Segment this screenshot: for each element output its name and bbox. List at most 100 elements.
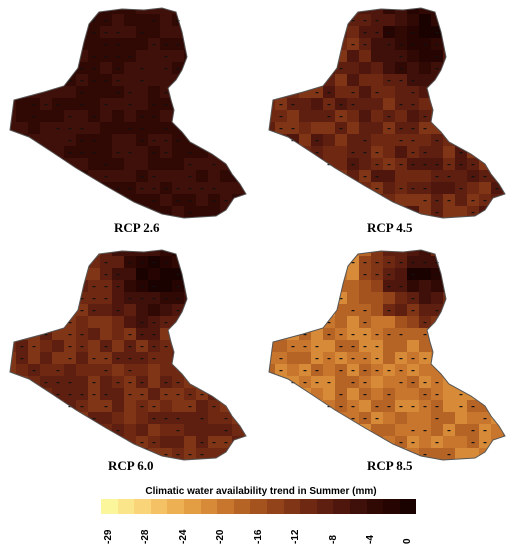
significance-dot <box>80 310 84 312</box>
significance-dot <box>68 152 72 154</box>
significance-dot <box>224 442 228 444</box>
grid-cell <box>347 280 359 292</box>
grid-cell <box>491 206 503 218</box>
significance-dot <box>435 56 439 58</box>
significance-dot <box>351 310 355 312</box>
grid-cell <box>479 218 491 230</box>
grid-cell <box>383 182 395 194</box>
significance-dot <box>339 406 343 408</box>
grid-cell <box>64 256 76 268</box>
grid-cell <box>196 400 208 412</box>
grid-cell <box>347 388 359 400</box>
grid-cell <box>503 316 505 328</box>
grid-cell <box>232 14 244 26</box>
legend-tick-label: -12 <box>290 529 302 544</box>
grid-cell <box>184 424 196 436</box>
grid-cell <box>395 340 407 352</box>
grid-cell <box>124 110 136 122</box>
grid-cell <box>52 170 64 182</box>
grid-cell <box>299 86 311 98</box>
grid-cell <box>76 14 88 26</box>
grid-cell <box>100 146 112 158</box>
significance-dot <box>411 128 415 130</box>
grid-cell <box>208 250 220 256</box>
grid-cell <box>395 292 407 304</box>
grid-cell <box>503 460 515 472</box>
grid-cell <box>184 98 196 110</box>
grid-cell <box>232 316 244 328</box>
grid-cell <box>275 256 287 268</box>
grid-cell <box>371 110 383 122</box>
grid-cell <box>419 134 431 146</box>
grid-cell <box>244 62 246 74</box>
significance-dot <box>128 128 132 130</box>
grid-cell <box>395 268 407 280</box>
grid-cell <box>232 218 244 230</box>
grid-cell <box>455 98 467 110</box>
grid-cell <box>491 194 503 206</box>
grid-cell <box>112 328 124 340</box>
significance-dot <box>375 346 379 348</box>
significance-dot <box>80 92 84 94</box>
grid-cell <box>232 26 244 38</box>
significance-dot <box>128 298 132 300</box>
significance-dot <box>188 152 192 154</box>
grid-cell <box>299 412 311 424</box>
significance-dot <box>351 382 355 384</box>
grid-cell <box>160 400 172 412</box>
significance-dot <box>375 274 379 276</box>
grid-cell <box>419 218 431 230</box>
significance-dot <box>279 370 283 372</box>
significance-dot <box>92 298 96 300</box>
grid-cell <box>40 26 52 38</box>
grid-cell <box>455 460 467 472</box>
grid-cell <box>52 412 64 424</box>
grid-cell <box>40 400 52 412</box>
map-rcp85 <box>268 249 515 472</box>
significance-dot <box>447 430 451 432</box>
significance-dot <box>471 212 475 214</box>
grid-cell <box>479 182 491 194</box>
grid-cell <box>455 134 467 146</box>
grid-cell <box>172 8 184 14</box>
significance-dot <box>140 298 144 300</box>
grid-cell <box>371 292 383 304</box>
significance-dot <box>363 346 367 348</box>
country-border <box>268 249 506 461</box>
grid-cell <box>76 158 88 170</box>
grid-cell <box>52 448 64 460</box>
significance-dot <box>363 44 367 46</box>
significance-dot <box>176 298 180 300</box>
grid-cell <box>220 50 232 62</box>
significance-dot <box>411 382 415 384</box>
grid-cell <box>160 364 172 376</box>
grid-cell <box>323 122 335 134</box>
significance-dot <box>140 334 144 336</box>
grid-cell <box>335 376 347 388</box>
significance-dot <box>20 346 24 348</box>
legend-swatch <box>233 499 251 514</box>
grid-cell <box>443 14 455 26</box>
grid-cell <box>64 50 76 62</box>
grid-cell <box>395 206 407 218</box>
significance-dot <box>435 200 439 202</box>
significance-dot <box>291 128 295 130</box>
grid-cell <box>196 352 208 364</box>
grid-cell <box>491 122 503 134</box>
grid-cells <box>10 8 246 230</box>
significance-dot <box>375 164 379 166</box>
grid-cell <box>28 352 40 364</box>
significance-dot <box>104 104 108 106</box>
grid-cell <box>311 98 323 110</box>
grid-cell <box>244 134 246 146</box>
grid-cell <box>275 8 287 14</box>
grid-cell <box>52 38 64 50</box>
grid-cell <box>455 352 467 364</box>
significance-dot <box>116 32 120 34</box>
grid-cell <box>407 280 419 292</box>
grid-cell <box>347 26 359 38</box>
grid-cell <box>88 340 100 352</box>
grid-cell <box>172 400 184 412</box>
grid-cell <box>64 170 76 182</box>
grid-cell <box>148 424 160 436</box>
